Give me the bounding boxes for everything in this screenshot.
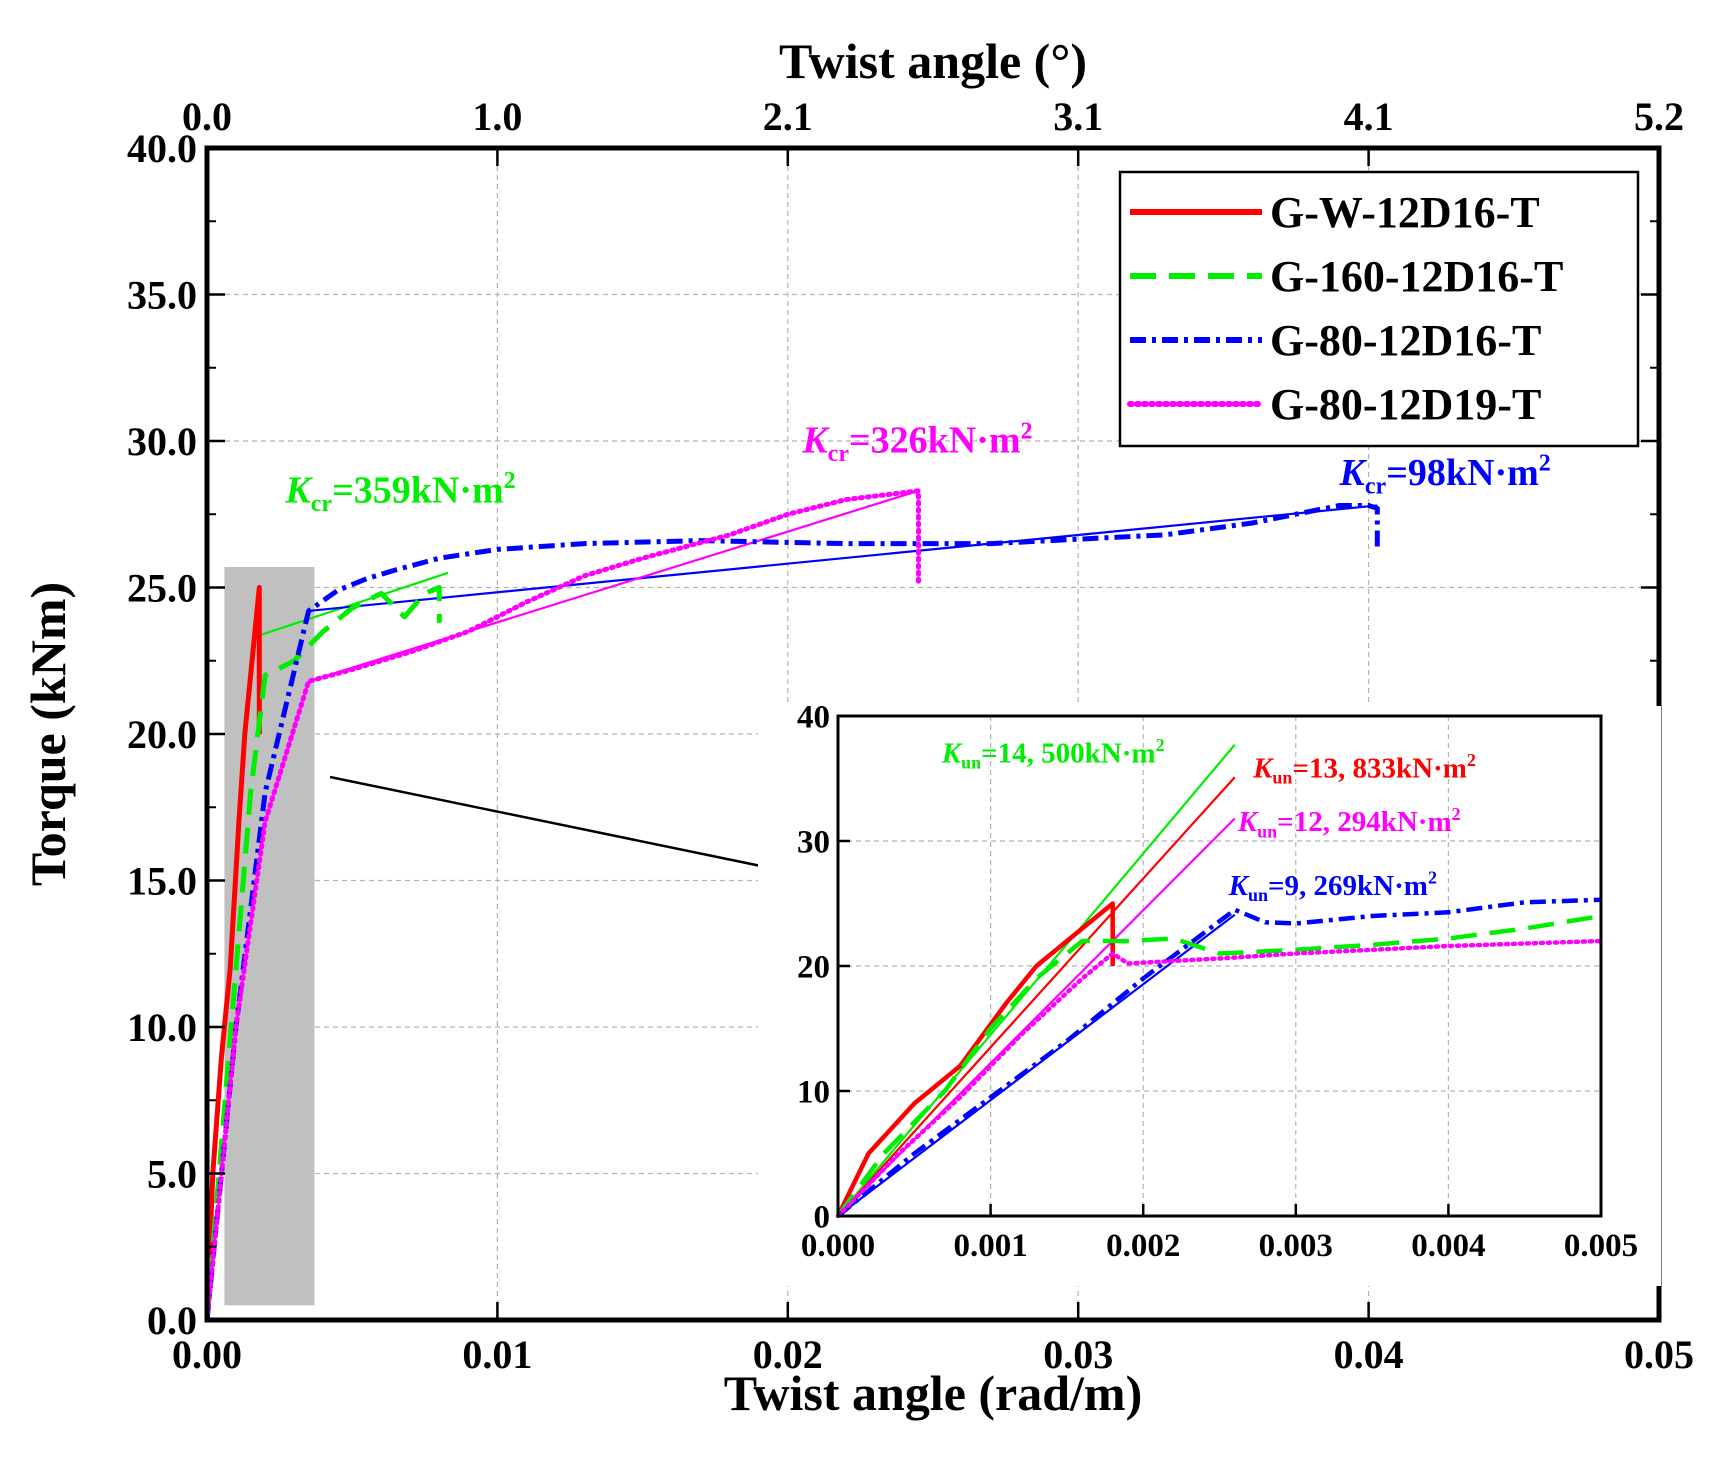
legend: G-W-12D16-T G-160-12D16-T G-80-12D16-T G-80… bbox=[1118, 170, 1640, 448]
inset-fit-line-1 bbox=[837, 776, 1236, 1217]
inset-xtick-label-3: 0.003 bbox=[1259, 1228, 1333, 1264]
inset-xtick-label-5: 0.005 bbox=[1564, 1228, 1638, 1264]
main-x2tick-label-5: 5.2 bbox=[1634, 94, 1684, 139]
main-x2tick-label-3: 3.1 bbox=[1053, 94, 1103, 139]
main-ytick-label-1: 5.0 bbox=[147, 1152, 197, 1197]
main-series-G-160-12D16-T bbox=[204, 585, 442, 1321]
zoom-arrow bbox=[329, 775, 791, 874]
legend-box bbox=[1118, 170, 1640, 448]
legend-label-G-160-12D16-T: G-160-12D16-T bbox=[1270, 252, 1563, 301]
inset-series-G-W-12D16-T bbox=[835, 901, 1115, 1217]
main-annotation-1: Kcr=326kN·m2 bbox=[801, 418, 1032, 467]
main-xtick-label-3: 0.03 bbox=[1043, 1332, 1113, 1377]
main-ytick-label-6: 30.0 bbox=[127, 419, 197, 464]
main-ytick-label-2: 10.0 bbox=[127, 1005, 197, 1050]
inset-series-G-80-12D16-T bbox=[836, 897, 1602, 1218]
main-x2tick-label-0: 0.0 bbox=[182, 94, 232, 139]
inset-ytick-label-0: 0 bbox=[814, 1200, 831, 1236]
inset-ytick-label-4: 40 bbox=[797, 700, 830, 736]
inset-series-G-80-12D19-T bbox=[835, 938, 1604, 1219]
main-x2tick-label-1: 1.0 bbox=[472, 94, 522, 139]
main-ytick-label-0: 0.0 bbox=[147, 1298, 197, 1343]
x-axis-label: Twist angle (rad/m) bbox=[724, 1365, 1142, 1421]
main-fit-line-0 bbox=[253, 571, 449, 639]
main-xtick-label-5: 0.05 bbox=[1624, 1332, 1694, 1377]
inset-annotation-1: Kun=13, 833kN·m2 bbox=[1252, 750, 1476, 787]
main-annotation-0: Kcr=359kN·m2 bbox=[284, 468, 515, 517]
main-x2tick-label-4: 4.1 bbox=[1344, 94, 1394, 139]
inset-plot: 0.000 0.001 0.002 0.003 0.004 0.005 0 10 20 30 40 K… bbox=[758, 700, 1661, 1286]
main-ytick-label-4: 20.0 bbox=[127, 712, 197, 757]
legend-label-G-80-12D19-T: G-80-12D19-T bbox=[1270, 380, 1541, 429]
main-series-G-80-12D19-T bbox=[204, 488, 921, 1323]
inset-ytick-label-3: 30 bbox=[797, 825, 830, 861]
main-ytick-label-3: 15.0 bbox=[127, 859, 197, 904]
inset-series-G-160-12D16-T bbox=[836, 913, 1602, 1218]
main-xtick-label-2: 0.02 bbox=[753, 1332, 823, 1377]
legend-label-G-80-12D16-T: G-80-12D16-T bbox=[1270, 316, 1541, 365]
inset-annotation-3: Kun=9, 269kN·m2 bbox=[1228, 868, 1437, 905]
inset-annotation-0: Kun=14, 500kN·m2 bbox=[941, 735, 1165, 772]
inset-xtick-label-2: 0.002 bbox=[1106, 1228, 1180, 1264]
inset-ytick-label-2: 20 bbox=[797, 950, 830, 986]
main-x2tick-label-2: 2.1 bbox=[763, 94, 813, 139]
inset-xtick-label-1: 0.001 bbox=[953, 1228, 1027, 1264]
main-fit-line-1 bbox=[308, 504, 1378, 613]
y-axis-label: Torque (kNm) bbox=[20, 582, 76, 886]
inset-annotation-2: Kun=12, 294kN·m2 bbox=[1237, 804, 1461, 841]
inset-ytick-label-1: 10 bbox=[797, 1075, 830, 1111]
x2-axis-label: Twist angle (°) bbox=[779, 33, 1087, 89]
main-ytick-label-5: 25.0 bbox=[127, 566, 197, 611]
inset-plot-frame bbox=[836, 714, 1603, 1218]
zoom-region bbox=[224, 566, 315, 1306]
main-xtick-label-4: 0.04 bbox=[1334, 1332, 1404, 1377]
main-ytick-label-8: 40.0 bbox=[127, 126, 197, 171]
main-xtick-label-1: 0.01 bbox=[462, 1332, 532, 1377]
main-annotation-2: Kcr=98kN·m2 bbox=[1339, 451, 1551, 500]
main-ytick-label-7: 35.0 bbox=[127, 273, 197, 318]
inset-xtick-label-0: 0.000 bbox=[801, 1228, 875, 1264]
legend-label-G-W-12D16-T: G-W-12D16-T bbox=[1270, 188, 1540, 237]
main-series-G-W-12D16-T bbox=[204, 585, 262, 1321]
inset-fit-line-0 bbox=[837, 744, 1236, 1217]
inset-xtick-label-4: 0.004 bbox=[1411, 1228, 1485, 1264]
main-xtick-label-0: 0.00 bbox=[172, 1332, 242, 1377]
main-series-G-80-12D16-T bbox=[204, 503, 1380, 1321]
